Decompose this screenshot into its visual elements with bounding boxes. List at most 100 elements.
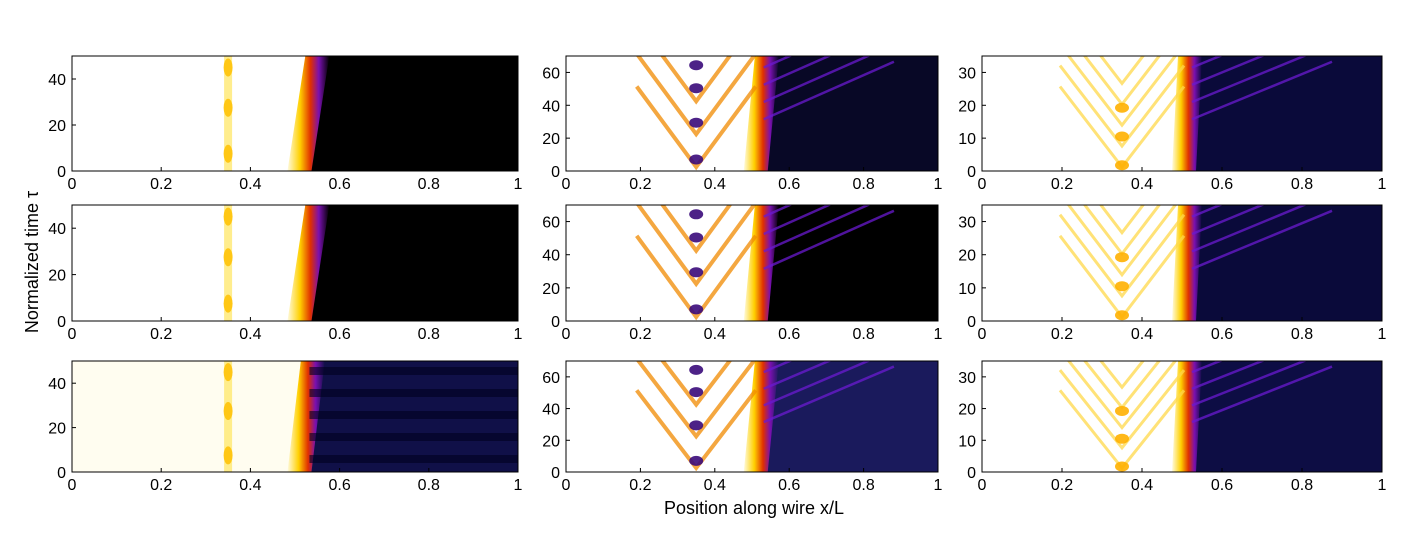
y-tick-label: 20 (958, 248, 976, 265)
x-axis-title: Position along wire x/L (664, 498, 844, 518)
x-tick-label: 0.6 (328, 326, 350, 343)
x-tick-label: 0.6 (1211, 326, 1233, 343)
heatmap-panel: 0 0.2 0.4 0.6 0.8 1 0 20 40 (48, 55, 523, 193)
x-tick-label: 0.6 (778, 176, 800, 193)
x-tick-label: 0.2 (1051, 477, 1073, 494)
y-tick-label: 20 (958, 98, 976, 115)
x-tick-label: 0 (68, 477, 77, 494)
x-tick-label: 0.4 (239, 477, 261, 494)
x-tick-label: 0 (978, 176, 987, 193)
heatmap-panel: 0 0.2 0.4 0.6 0.8 1 0 20 40 60 (542, 360, 943, 494)
transition-front (287, 56, 330, 171)
x-tick-label: 0 (562, 176, 571, 193)
y-tick-label: 30 (958, 370, 976, 387)
x-tick-label: 0.6 (328, 477, 350, 494)
x-tick-label: 0.8 (1291, 326, 1313, 343)
x-tick-label: 0.2 (150, 326, 172, 343)
y-tick-label: 40 (48, 221, 66, 238)
x-tick-label: 0 (68, 326, 77, 343)
heatmap-panel: 0 0.2 0.4 0.6 0.8 1 0 20 40 (48, 204, 523, 343)
transition-front (743, 56, 779, 171)
x-tick-label: 0.4 (1131, 176, 1153, 193)
x-tick-label: 0 (978, 326, 987, 343)
y-tick-label: 60 (542, 370, 560, 387)
y-tick-label: 20 (542, 131, 560, 148)
x-tick-label: 0.4 (239, 176, 261, 193)
x-tick-label: 0.8 (852, 477, 874, 494)
x-tick-label: 0.8 (1291, 477, 1313, 494)
heatmap-panel: 0 0.2 0.4 0.6 0.8 1 0 20 40 60 (542, 55, 943, 193)
y-tick-label: 20 (48, 421, 66, 438)
x-tick-label: 0.2 (1051, 326, 1073, 343)
y-tick-label: 40 (48, 72, 66, 89)
y-tick-label: 0 (57, 314, 66, 331)
y-tick-label: 0 (551, 314, 560, 331)
x-tick-label: 0.4 (239, 326, 261, 343)
y-tick-label: 0 (57, 164, 66, 181)
heatmap-panel: 0 0.2 0.4 0.6 0.8 1 0 20 40 60 (542, 204, 943, 343)
x-tick-label: 0 (68, 176, 77, 193)
y-tick-label: 0 (57, 465, 66, 482)
x-tick-label: 0.2 (629, 477, 651, 494)
y-tick-label: 40 (542, 98, 560, 115)
y-tick-label: 0 (967, 465, 976, 482)
x-tick-label: 0.6 (328, 176, 350, 193)
x-tick-label: 0.6 (1211, 477, 1233, 494)
y-tick-label: 10 (958, 131, 976, 148)
y-tick-label: 10 (958, 433, 976, 450)
transition-front (287, 205, 330, 321)
x-tick-label: 1 (514, 477, 523, 494)
x-tick-label: 0.4 (704, 477, 726, 494)
x-tick-label: 0 (562, 477, 571, 494)
x-tick-label: 0 (978, 477, 987, 494)
y-tick-label: 20 (958, 402, 976, 419)
y-tick-label: 40 (48, 376, 66, 393)
y-tick-label: 40 (542, 402, 560, 419)
transition-front (743, 361, 779, 472)
heatmap-panel: 0 0.2 0.4 0.6 0.8 1 0 20 40 (48, 360, 523, 494)
y-tick-label: 60 (542, 65, 560, 82)
x-tick-label: 0.8 (1291, 176, 1313, 193)
y-tick-label: 20 (542, 433, 560, 450)
y-tick-label: 20 (48, 118, 66, 135)
y-tick-label: 30 (958, 65, 976, 82)
x-tick-label: 1 (514, 326, 523, 343)
y-tick-label: 20 (48, 268, 66, 285)
x-tick-label: 1 (934, 176, 943, 193)
x-tick-label: 0.2 (629, 176, 651, 193)
y-tick-label: 10 (958, 281, 976, 298)
y-tick-label: 0 (967, 314, 976, 331)
x-tick-label: 1 (1378, 176, 1387, 193)
x-tick-label: 0.2 (1051, 176, 1073, 193)
x-tick-label: 0.4 (1131, 477, 1153, 494)
x-tick-label: 0.8 (852, 326, 874, 343)
x-tick-label: 1 (934, 326, 943, 343)
transition-front (743, 205, 779, 321)
x-tick-label: 0.6 (778, 477, 800, 494)
x-tick-label: 0.2 (629, 326, 651, 343)
x-tick-label: 0.8 (418, 477, 440, 494)
x-tick-label: 1 (934, 477, 943, 494)
y-tick-label: 60 (542, 215, 560, 232)
x-tick-label: 0.4 (704, 176, 726, 193)
x-tick-label: 0 (562, 326, 571, 343)
x-tick-label: 0.6 (778, 326, 800, 343)
x-tick-label: 1 (514, 176, 523, 193)
x-tick-label: 1 (1378, 477, 1387, 494)
x-tick-label: 0.6 (1211, 176, 1233, 193)
x-tick-label: 0.8 (418, 326, 440, 343)
x-tick-label: 0.8 (418, 176, 440, 193)
x-tick-label: 0.4 (704, 326, 726, 343)
y-tick-label: 20 (542, 281, 560, 298)
y-tick-label: 30 (958, 215, 976, 232)
y-tick-label: 0 (967, 164, 976, 181)
y-axis-title: Normalized time τ (22, 191, 42, 333)
x-tick-label: 1 (1378, 326, 1387, 343)
transition-front (287, 361, 325, 472)
x-tick-label: 0.2 (150, 176, 172, 193)
